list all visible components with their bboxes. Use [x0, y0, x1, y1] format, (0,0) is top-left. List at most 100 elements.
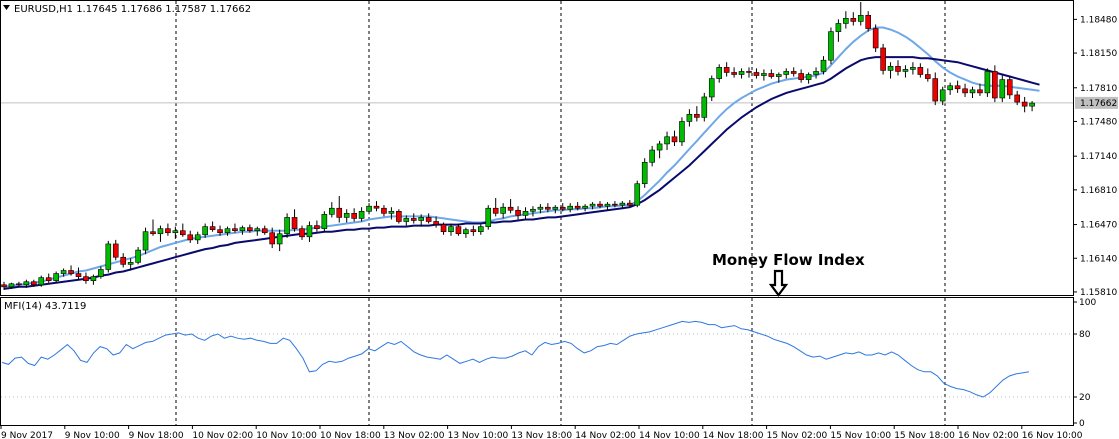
candle-body — [589, 203, 596, 207]
current-price-box — [1075, 96, 1118, 109]
price-tick-label: 1.17480 — [1080, 117, 1117, 127]
candle — [276, 229, 283, 252]
candle — [582, 204, 588, 212]
candle-body — [477, 226, 484, 233]
price-tick-label: 1.16140 — [1080, 254, 1117, 264]
candle-body — [530, 208, 536, 212]
candle-body — [723, 67, 730, 73]
candle-body — [343, 213, 350, 218]
candle — [425, 213, 432, 224]
candle-body — [686, 114, 693, 122]
candle-body — [53, 273, 59, 282]
candle — [358, 207, 365, 222]
candle-body — [351, 213, 357, 219]
candle — [679, 117, 685, 146]
mfi-tick-label: 0 — [1079, 419, 1085, 429]
candle-body — [269, 232, 276, 245]
candle — [619, 201, 626, 209]
candle-body — [671, 136, 678, 143]
candle — [232, 223, 238, 233]
candle — [336, 195, 343, 223]
candle-body — [120, 256, 126, 265]
candle — [761, 69, 767, 81]
candle-body — [165, 228, 171, 234]
candle-body — [425, 217, 432, 222]
candle-body — [45, 277, 52, 282]
candle — [552, 205, 559, 214]
candle-body — [1029, 102, 1035, 107]
candle-body — [992, 71, 998, 99]
candle — [746, 67, 752, 78]
price-grid — [175, 1, 946, 295]
candle-body — [664, 136, 670, 145]
candle-body — [895, 66, 901, 72]
candle — [969, 86, 976, 98]
candle-body — [545, 206, 551, 210]
candle-body — [880, 47, 886, 71]
candle-body — [83, 276, 89, 282]
candle — [343, 209, 350, 223]
down-arrow-icon — [768, 269, 789, 297]
candle — [656, 140, 663, 159]
candle-body — [559, 206, 566, 210]
candle-body — [247, 227, 253, 231]
candle — [872, 24, 879, 53]
candle-body — [217, 229, 223, 234]
candle-body — [746, 71, 752, 73]
candle-body — [328, 207, 335, 215]
candle-body — [314, 225, 320, 229]
candle — [492, 198, 499, 217]
candle-body — [336, 207, 343, 218]
candle — [977, 83, 983, 96]
candle-body — [485, 207, 492, 227]
candle — [284, 213, 290, 238]
candle-body — [381, 207, 387, 214]
candle-body — [157, 228, 164, 235]
candle — [1006, 76, 1013, 99]
candle — [649, 145, 655, 167]
candle — [247, 224, 253, 233]
candle — [738, 68, 745, 79]
candle-body — [396, 210, 402, 222]
candle-body — [656, 143, 663, 151]
candle-body — [574, 205, 581, 209]
current-price-label: 1.17662 — [1075, 96, 1118, 109]
price-tick-label: 1.15810 — [1080, 288, 1117, 298]
candle — [828, 27, 834, 65]
candle — [120, 253, 126, 268]
candle — [694, 106, 700, 122]
price-panel[interactable]: EURUSD,H1 1.17645 1.17686 1.17587 1.1766… — [0, 0, 1074, 296]
candle — [83, 272, 89, 284]
candle-body — [597, 203, 603, 207]
mfi-axis-ticks: 100 80 20 0 — [1073, 298, 1096, 429]
candle-body — [60, 270, 67, 274]
candle — [321, 211, 328, 232]
candle-body — [202, 226, 208, 236]
price-panel-frame — [0, 0, 1074, 296]
candle-body — [969, 89, 976, 94]
candle — [306, 221, 313, 242]
candle — [60, 268, 67, 277]
candle-body — [820, 59, 827, 72]
annotation: Money Flow Index — [712, 251, 865, 297]
candle — [38, 275, 45, 287]
chart-menu-triangle-icon[interactable] — [3, 5, 10, 10]
candle-body — [753, 72, 760, 76]
mfi-panel[interactable]: MFI(14) 43.7119 — [0, 297, 1074, 426]
candle — [865, 11, 872, 32]
candle — [716, 64, 723, 83]
candle-body — [850, 18, 857, 22]
candle — [664, 131, 670, 151]
candle — [418, 214, 425, 227]
candle-body — [694, 114, 700, 118]
mfi-grid — [1, 298, 1073, 425]
candle-body — [291, 217, 298, 229]
candle — [843, 11, 849, 29]
candle-body — [604, 203, 611, 207]
candle-body — [112, 243, 119, 258]
candle — [440, 222, 447, 235]
candle-body — [857, 14, 864, 22]
candle-body — [999, 79, 1006, 99]
candle — [522, 207, 529, 220]
